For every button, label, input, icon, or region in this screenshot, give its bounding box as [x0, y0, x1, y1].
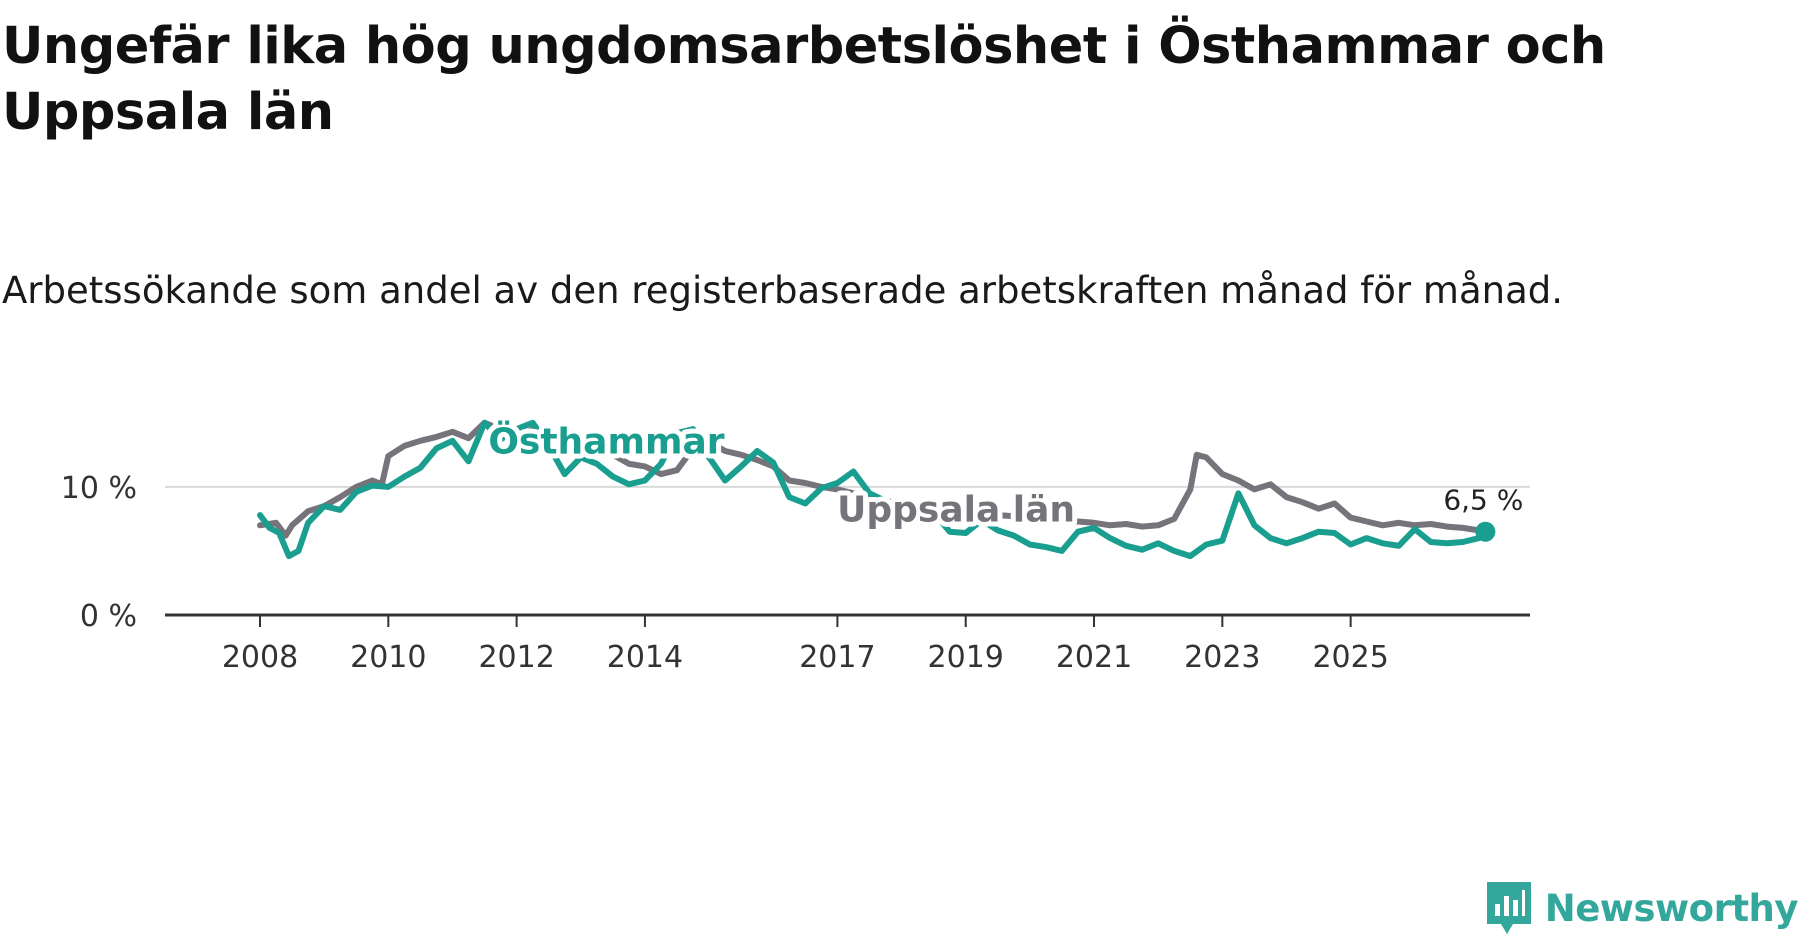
x-tick-label: 2010: [350, 640, 426, 675]
x-tick-label: 2025: [1312, 640, 1388, 675]
end-value-label: 6,5 %: [1443, 484, 1523, 517]
x-tick-label: 2008: [222, 640, 298, 675]
x-tick-label: 2023: [1184, 640, 1260, 675]
x-axis: 2008 2010 2012 2014 2017 2019 2021 2023 2025: [165, 613, 1530, 675]
gridlines: 0 % 10 %: [61, 471, 1530, 634]
series-label-halo: Uppsala län: [837, 489, 1075, 530]
x-tick-label: 2012: [478, 640, 554, 675]
y-tick-label: 10 %: [61, 471, 137, 506]
brand-name: Newsworthy: [1544, 886, 1799, 930]
newsworthy-logo-icon: [1486, 882, 1531, 934]
chart-title: Ungefär lika hög ungdomsarbetslöshet i Ö…: [2, 17, 1606, 142]
end-point-marker: [1475, 521, 1496, 542]
series-label: Östhammar: [488, 421, 724, 463]
series-label: Uppsala län: [837, 489, 1075, 530]
series-line-uppsala-län: [257, 419, 1489, 539]
y-tick-label: 0 %: [80, 599, 137, 634]
series-lines: [257, 419, 1489, 560]
series-label-halo: Östhammar: [488, 421, 724, 463]
x-tick-label: 2019: [928, 640, 1004, 675]
x-tick-label: 2017: [799, 640, 875, 675]
line-chart: 0 % 10 % 2008 2010 2012 2014 2017 2019 2021 2023…: [61, 416, 1530, 675]
series-line-östhammar: [257, 419, 1489, 560]
chart-subtitle: Arbetssökande som andel av den registerb…: [2, 269, 1563, 312]
x-tick-label: 2014: [607, 640, 683, 675]
newsworthy-brand: Newsworthy: [1483, 878, 1799, 938]
x-tick-label: 2021: [1056, 640, 1132, 675]
